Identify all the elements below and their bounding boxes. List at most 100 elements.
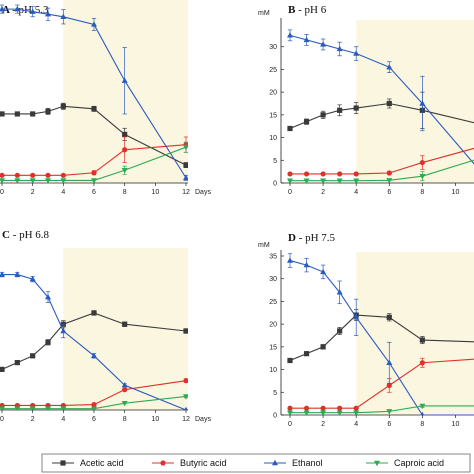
x-axis-label: Days bbox=[195, 189, 211, 196]
y-tick-label: 15 bbox=[269, 344, 277, 351]
data-point-acetic-acid bbox=[320, 344, 326, 350]
data-point-acetic-acid bbox=[337, 328, 343, 334]
y-tick-label: 15 bbox=[269, 112, 277, 119]
x-tick-label: 6 bbox=[387, 189, 391, 196]
y-tick-label: 35 bbox=[269, 254, 277, 261]
x-tick-label: 8 bbox=[123, 189, 127, 196]
data-point-ethanol bbox=[0, 271, 5, 277]
series-group bbox=[287, 29, 474, 183]
data-point-acetic-acid bbox=[45, 108, 51, 114]
y-tick-label: 0 bbox=[273, 413, 277, 420]
data-point-acetic-acid bbox=[30, 111, 36, 117]
data-point-acetic-acid bbox=[30, 353, 36, 359]
data-point-butyric-acid bbox=[287, 405, 293, 411]
x-tick-label: 10 bbox=[452, 189, 460, 196]
data-point-acetic-acid bbox=[122, 321, 128, 327]
y-tick-label: 20 bbox=[269, 90, 277, 97]
series-line-acetic-acid bbox=[289, 102, 474, 129]
y-tick-label: 20 bbox=[269, 322, 277, 329]
x-tick-label: 10 bbox=[452, 421, 460, 428]
data-point-ethanol bbox=[386, 359, 393, 365]
data-point-butyric-acid bbox=[0, 172, 5, 178]
data-point-ethanol bbox=[91, 21, 97, 27]
data-point-acetic-acid bbox=[287, 357, 293, 364]
data-point-acetic-acid bbox=[14, 360, 20, 366]
data-point-butyric-acid bbox=[320, 171, 326, 177]
x-tick-label: 2 bbox=[321, 421, 325, 428]
legend-label-acetic-acid: Acetic acid bbox=[80, 458, 124, 468]
series-line-ethanol bbox=[2, 274, 187, 410]
legend-item-butyric-acid: Butyric acid bbox=[152, 458, 227, 468]
data-point-caproic-acid bbox=[386, 178, 393, 183]
data-point-ethanol bbox=[336, 289, 343, 295]
x-tick-label: 8 bbox=[420, 189, 424, 196]
data-point-butyric-acid bbox=[91, 401, 97, 408]
panel-letter: A bbox=[2, 4, 12, 16]
legend: Acetic acid Butyric acid Ethanol Caproic ac… bbox=[41, 453, 471, 473]
series-line-ethanol bbox=[289, 34, 474, 165]
series-line-caproic-acid bbox=[290, 159, 474, 182]
panel-b: 0 5 10 15 20 25 30 0 2 4 6 8 10 mM B - pH 6 bbox=[258, 4, 474, 196]
data-point-caproic-acid bbox=[14, 406, 21, 410]
y-tick-label: 30 bbox=[269, 276, 277, 283]
data-point-acetic-acid bbox=[337, 107, 343, 113]
legend-item-acetic-acid: Acetic acid bbox=[52, 458, 124, 468]
data-point-caproic-acid bbox=[419, 403, 426, 410]
legend-label-ethanol: Ethanol bbox=[292, 458, 323, 468]
data-point-ethanol bbox=[320, 268, 327, 275]
data-point-acetic-acid bbox=[183, 328, 188, 334]
data-point-acetic-acid bbox=[0, 366, 5, 372]
data-point-butyric-acid bbox=[183, 378, 188, 384]
data-point-caproic-acid bbox=[419, 173, 426, 180]
data-point-butyric-acid bbox=[386, 170, 392, 176]
x-tick-label: 4 bbox=[61, 416, 65, 423]
x-tick-label: 2 bbox=[31, 189, 35, 196]
data-point-ethanol bbox=[287, 257, 293, 263]
data-point-ethanol bbox=[60, 327, 67, 334]
x-tick-label: 12 bbox=[182, 416, 190, 423]
shaded-region bbox=[63, 0, 189, 183]
data-point-acetic-acid bbox=[60, 103, 66, 109]
data-point-butyric-acid bbox=[287, 171, 293, 177]
data-point-ethanol bbox=[45, 11, 51, 17]
data-point-caproic-acid bbox=[303, 178, 310, 183]
x-tick-label: 0 bbox=[0, 189, 4, 196]
x-axis-label: Days bbox=[195, 416, 211, 423]
series-line-butyric-acid bbox=[290, 147, 474, 175]
legend-item-caproic-acid: Caproic acid bbox=[366, 458, 444, 468]
data-point-butyric-acid bbox=[337, 171, 343, 177]
data-point-acetic-acid bbox=[287, 125, 293, 132]
data-point-caproic-acid bbox=[45, 178, 51, 183]
x-tick-label: 0 bbox=[288, 189, 292, 196]
data-point-butyric-acid bbox=[320, 405, 326, 411]
x-tick-label: 2 bbox=[321, 189, 325, 196]
data-point-ethanol bbox=[91, 352, 97, 359]
x-tick-label: 10 bbox=[151, 416, 159, 423]
data-point-caproic-acid bbox=[353, 178, 360, 183]
y-tick-label: 0 bbox=[273, 181, 277, 188]
x-tick-label: 12 bbox=[182, 189, 190, 196]
legend-marker-acetic-acid bbox=[60, 460, 66, 466]
y-tick-label: 30 bbox=[269, 44, 277, 51]
data-point-acetic-acid bbox=[14, 111, 20, 117]
data-point-ethanol bbox=[45, 293, 51, 300]
data-point-acetic-acid bbox=[303, 119, 310, 125]
series-group bbox=[287, 253, 474, 415]
x-tick-label: 8 bbox=[420, 421, 424, 428]
panel-title-text: - pH 6.8 bbox=[13, 229, 50, 241]
data-point-ethanol bbox=[303, 36, 310, 43]
data-point-caproic-acid bbox=[386, 409, 393, 415]
data-point-butyric-acid bbox=[337, 405, 343, 411]
data-point-caproic-acid bbox=[303, 410, 310, 415]
panel-letter: D bbox=[288, 232, 299, 244]
shaded-region bbox=[356, 20, 474, 183]
data-point-acetic-acid bbox=[303, 351, 310, 357]
series-line-ethanol bbox=[2, 8, 187, 179]
series-line-caproic-acid bbox=[290, 405, 474, 414]
legend-box bbox=[41, 453, 471, 473]
data-point-butyric-acid bbox=[122, 387, 128, 393]
y-tick-label: 25 bbox=[269, 299, 277, 306]
panel-d: 0 5 10 15 20 25 30 35 0 2 4 6 8 10 mM D - pH 7.5 bbox=[258, 232, 474, 428]
data-point-ethanol bbox=[303, 261, 310, 268]
